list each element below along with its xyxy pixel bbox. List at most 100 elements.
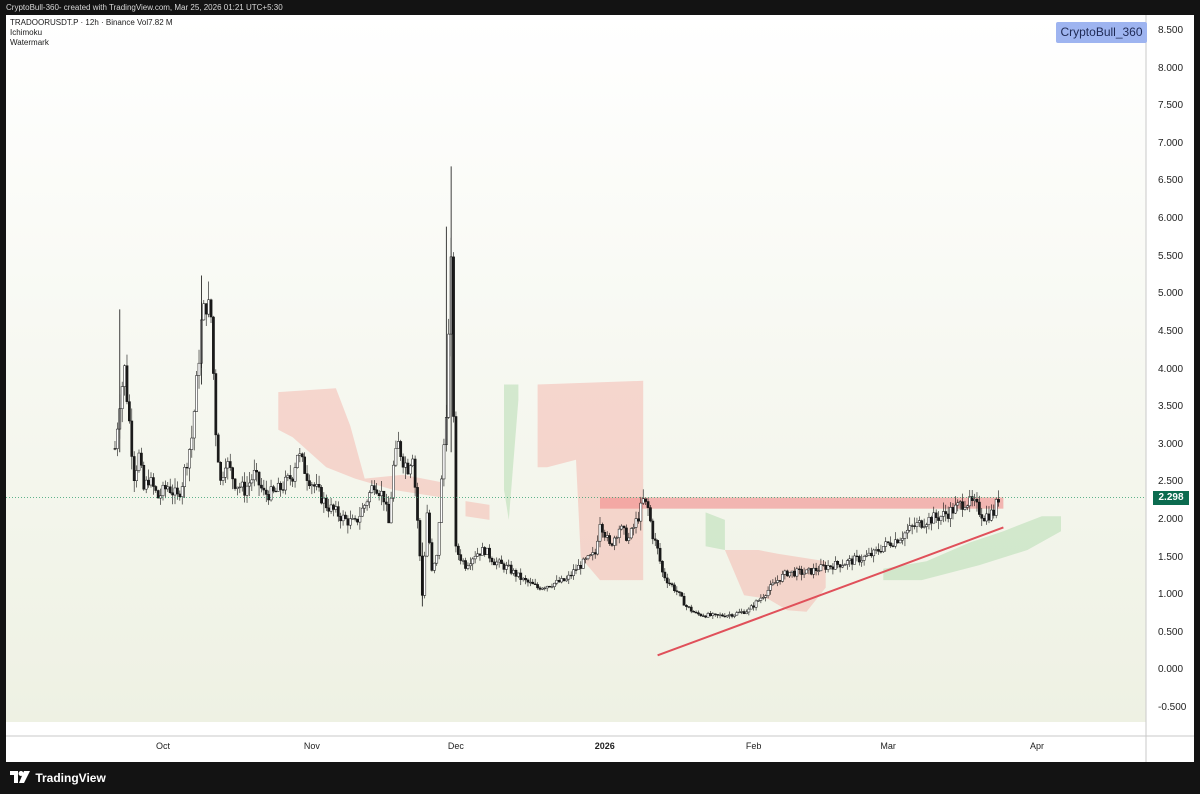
candle-body — [920, 520, 924, 528]
time-tick-label: Dec — [447, 741, 464, 751]
candle — [785, 569, 789, 577]
candle — [915, 517, 919, 533]
candle — [176, 481, 179, 500]
candle-body — [216, 434, 220, 463]
candle-body — [332, 504, 335, 510]
candle-body — [557, 579, 561, 583]
candle-body — [572, 569, 575, 576]
candle — [766, 586, 770, 599]
candle-body — [300, 453, 304, 458]
candle — [452, 252, 455, 423]
candle — [413, 455, 417, 497]
candle — [608, 532, 611, 546]
candle-body — [456, 545, 460, 555]
candle-body — [860, 560, 864, 563]
candle-body — [718, 614, 722, 616]
candle — [745, 609, 748, 615]
candle-body — [274, 490, 278, 493]
candle-body — [651, 520, 655, 540]
candle-body — [944, 511, 948, 515]
candle-body — [152, 477, 155, 487]
bullish-cloud — [504, 384, 519, 520]
candle-body — [802, 572, 806, 575]
candle-body — [985, 513, 988, 522]
candle-body — [848, 558, 852, 561]
chart-caption: CryptoBull-360- created with TradingView… — [6, 3, 283, 12]
candle-body — [994, 499, 998, 516]
candle-body — [435, 554, 439, 564]
candle — [260, 478, 263, 493]
candle-body — [185, 467, 189, 469]
candle-body — [553, 582, 556, 587]
candle-body — [384, 501, 388, 505]
candle-body — [483, 547, 487, 555]
candle-body — [360, 507, 364, 517]
candle — [769, 580, 772, 595]
candle-body — [502, 563, 506, 570]
candle-body — [461, 560, 465, 562]
candle-body — [233, 478, 237, 489]
candle — [757, 599, 760, 602]
candle — [159, 488, 162, 505]
plot-background — [6, 15, 1146, 722]
candle-body — [589, 554, 592, 556]
candle-body — [173, 487, 177, 496]
candle-body — [524, 577, 527, 581]
candle — [305, 465, 309, 491]
candle — [963, 500, 967, 511]
candle — [903, 531, 907, 547]
candle-body — [541, 587, 544, 590]
tradingview-brand[interactable]: TradingView — [10, 770, 106, 786]
candle — [509, 561, 513, 576]
candle — [841, 559, 844, 569]
legend-ichimoku[interactable]: Ichimoku — [10, 28, 43, 37]
candle-body — [586, 555, 590, 560]
candle-body — [209, 299, 213, 318]
candle-body — [545, 585, 549, 589]
candle — [689, 604, 693, 614]
candle-body — [829, 565, 832, 568]
candle-body — [521, 577, 525, 580]
price-tick-label: 2.500 — [1158, 476, 1184, 488]
candle-body — [713, 613, 717, 615]
candle-body — [130, 420, 134, 457]
candle-body — [471, 558, 475, 565]
legend-watermark[interactable]: Watermark — [10, 38, 49, 47]
candle — [296, 454, 299, 469]
candle — [857, 554, 861, 566]
candle — [120, 381, 124, 423]
candle-body — [706, 613, 710, 618]
candle-body — [908, 525, 912, 531]
candle-body — [886, 541, 890, 544]
candle-body — [260, 484, 263, 489]
candle-body — [240, 481, 244, 488]
legend-symbol[interactable]: TRADOORUSDT.P · 12h · Binance Vol7.82 M — [10, 18, 173, 27]
candle — [456, 543, 460, 561]
candle — [303, 452, 307, 475]
candle-body — [814, 567, 818, 572]
candle-body — [577, 565, 580, 570]
candle-body — [917, 520, 921, 523]
candle-body — [315, 484, 319, 487]
candle-body — [411, 458, 415, 467]
candle-body — [308, 480, 311, 487]
candle-body — [620, 525, 623, 530]
candle-body — [428, 512, 431, 543]
candle-body — [132, 456, 136, 481]
candle-body — [982, 518, 986, 522]
price-chart[interactable] — [6, 15, 1194, 762]
chart-pane[interactable]: TRADOORUSDT.P · 12h · Binance Vol7.82 M … — [6, 15, 1194, 762]
candle-body — [538, 587, 542, 590]
candle — [454, 411, 458, 553]
candle-body — [855, 555, 859, 557]
candle-body — [224, 467, 227, 478]
candle — [432, 562, 436, 574]
candle-body — [123, 365, 126, 387]
candle-body — [737, 611, 741, 614]
candle-body — [197, 362, 201, 376]
candle — [382, 490, 386, 511]
candle-body — [529, 581, 532, 584]
candle-body — [581, 558, 585, 569]
price-tick-label: -0.500 — [1158, 702, 1187, 713]
candle-body — [869, 552, 873, 557]
